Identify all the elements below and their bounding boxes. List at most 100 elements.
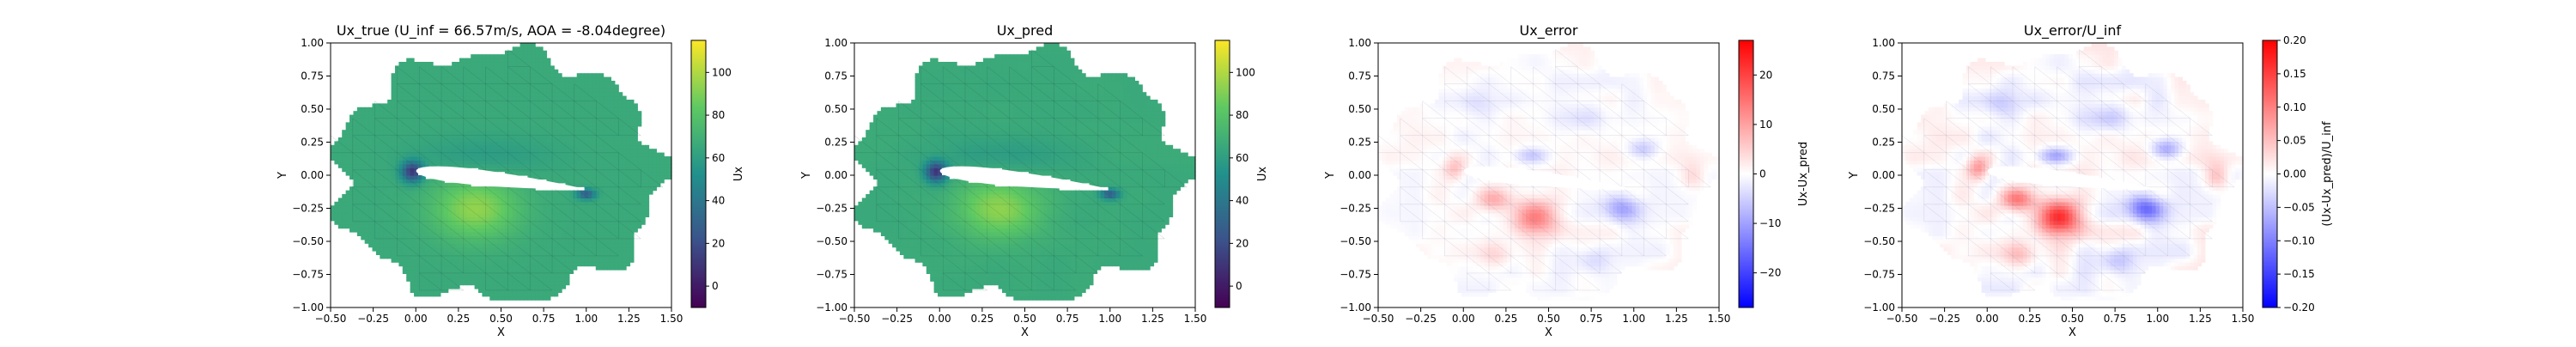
field-cell xyxy=(440,84,445,88)
field-cell xyxy=(562,224,566,228)
field-cell xyxy=(562,232,566,236)
field-cell xyxy=(629,183,634,187)
field-cell xyxy=(611,81,615,85)
field-cell xyxy=(406,243,410,247)
field-cell xyxy=(463,160,467,164)
field-cell xyxy=(870,213,874,217)
field-cell xyxy=(599,164,604,168)
field-cell xyxy=(392,175,396,180)
field-cell xyxy=(437,198,441,202)
field-cell xyxy=(585,224,589,228)
field-cell xyxy=(535,247,539,252)
field-cell xyxy=(554,160,558,164)
field-cell xyxy=(508,285,513,289)
field-cell xyxy=(422,92,426,96)
field-cell xyxy=(392,160,396,164)
field-cell xyxy=(535,46,539,51)
field-cell xyxy=(615,175,619,180)
field-cell xyxy=(459,281,464,285)
field-cell xyxy=(539,141,544,145)
field-cell xyxy=(623,130,627,134)
field-cell xyxy=(422,84,426,88)
field-cell xyxy=(508,51,513,55)
field-cell xyxy=(475,119,479,123)
field-cell xyxy=(516,202,520,206)
field-cell xyxy=(392,156,396,161)
field-cell xyxy=(535,194,539,198)
field-cell xyxy=(467,73,471,77)
field-cell xyxy=(467,119,471,123)
field-cell xyxy=(580,160,585,164)
field-cell xyxy=(387,183,392,187)
field-cell xyxy=(508,111,513,115)
field-cell xyxy=(580,198,585,202)
field-cell xyxy=(422,213,426,217)
field-cell xyxy=(463,103,467,107)
field-cell xyxy=(513,216,517,221)
field-cell xyxy=(634,202,638,206)
field-cell xyxy=(520,296,525,301)
field-cell xyxy=(604,254,608,259)
field-cell xyxy=(641,153,646,157)
field-cell xyxy=(535,221,539,225)
field-cell xyxy=(422,216,426,221)
field-cell xyxy=(478,285,483,289)
field-cell xyxy=(384,122,388,126)
field-cell xyxy=(592,160,596,164)
field-cell xyxy=(539,213,544,217)
field-cell xyxy=(387,100,392,104)
field-cell xyxy=(626,232,630,236)
field-cell xyxy=(527,172,532,176)
field-cell xyxy=(486,262,490,266)
field-cell xyxy=(384,232,388,236)
field-cell xyxy=(368,172,373,176)
field-cell xyxy=(346,134,350,138)
field-cell xyxy=(599,216,604,221)
field-cell xyxy=(884,198,889,202)
field-cell xyxy=(425,221,429,225)
field-cell xyxy=(437,122,441,126)
field-cell xyxy=(604,119,608,123)
field-cell xyxy=(494,100,498,104)
field-cell xyxy=(618,240,623,244)
field-cell xyxy=(546,156,550,161)
field-cell xyxy=(513,210,517,214)
field-cell xyxy=(478,210,483,214)
field-cell xyxy=(915,202,920,206)
field-cell xyxy=(626,191,630,195)
field-cell xyxy=(406,164,410,168)
field-cell xyxy=(452,254,456,259)
field-cell xyxy=(889,134,893,138)
field-cell xyxy=(516,46,520,51)
field-cell xyxy=(615,126,619,131)
field-cell xyxy=(376,107,380,112)
field-cell xyxy=(425,137,429,142)
field-cell xyxy=(398,191,403,195)
field-cell xyxy=(604,262,608,266)
field-cell xyxy=(505,156,509,161)
field-cell xyxy=(437,205,441,210)
field-cell xyxy=(604,179,608,183)
field-cell xyxy=(338,210,343,214)
field-cell xyxy=(889,224,893,228)
field-cell xyxy=(543,205,547,210)
field-cell xyxy=(489,273,494,277)
field-cell xyxy=(585,205,589,210)
field-cell xyxy=(501,198,506,202)
field-cell xyxy=(516,172,520,176)
field-cell xyxy=(520,100,525,104)
field-cell xyxy=(550,259,555,263)
field-cell xyxy=(437,103,441,107)
field-cell xyxy=(342,149,346,153)
field-cell xyxy=(497,119,501,123)
field-cell xyxy=(489,213,494,217)
field-cell xyxy=(580,254,585,259)
field-cell xyxy=(900,130,904,134)
field-cell xyxy=(475,235,479,240)
field-cell xyxy=(463,191,467,195)
field-cell xyxy=(459,273,464,277)
field-cell xyxy=(577,183,581,187)
field-cell xyxy=(626,153,630,157)
field-cell xyxy=(558,262,562,266)
field-cell xyxy=(884,235,889,240)
